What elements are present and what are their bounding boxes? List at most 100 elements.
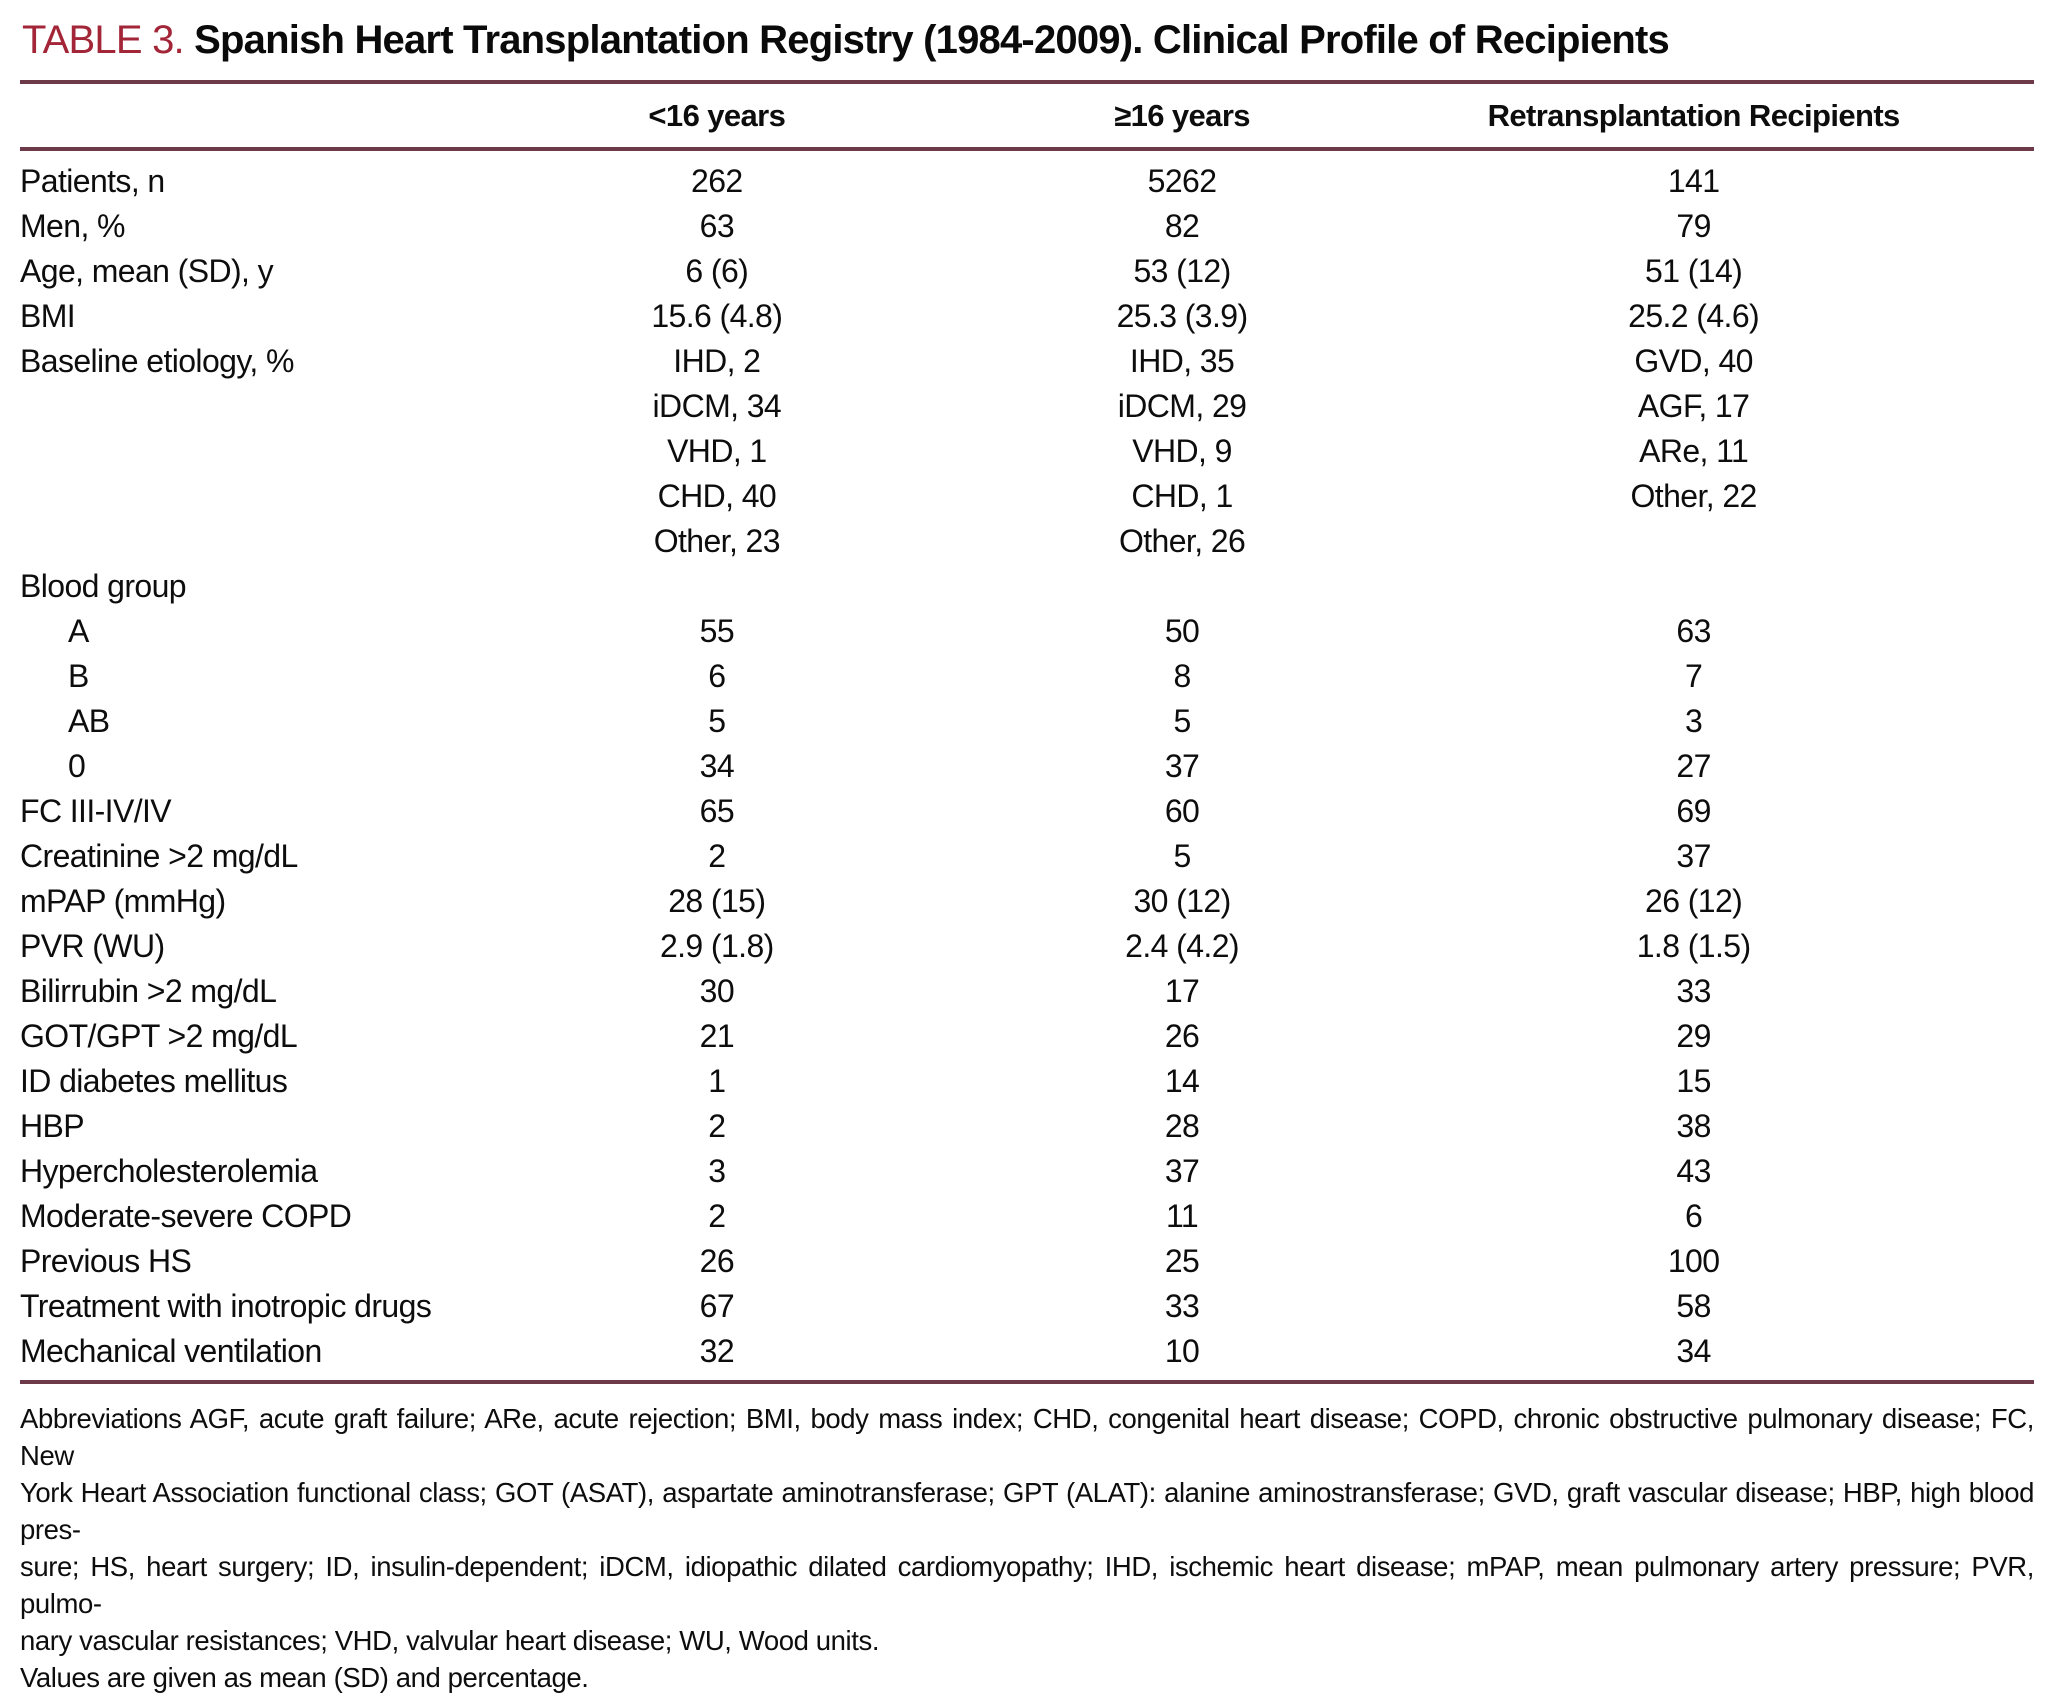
row-label: BMI — [20, 298, 76, 334]
table-row: Patients, n 262 5262 141 — [20, 149, 2034, 204]
cell-value: 14 — [1164, 1063, 1200, 1099]
table-row: Age, mean (SD), y 6 (6) 53 (12) 51 (14) — [20, 249, 2034, 294]
table-body: Patients, n 262 5262 141 Men, % 63 82 79 Age, me… — [20, 149, 2034, 1382]
cell-value — [1353, 519, 2034, 564]
row-label — [20, 474, 423, 519]
cell-value: 63 — [1676, 613, 1711, 649]
table-row: B 6 8 7 — [20, 654, 2034, 699]
cell-value: VHD, 1 — [667, 433, 767, 469]
paper-table-page: TABLE 3. Spanish Heart Transplantation R… — [20, 16, 2035, 1693]
cell-value: 25 — [1164, 1243, 1200, 1279]
table-title: TABLE 3. Spanish Heart Transplantation R… — [22, 16, 2034, 64]
cell-value: 28 — [1164, 1108, 1200, 1144]
cell-value: iDCM, 29 — [1117, 388, 1247, 424]
table-row: A 55 50 63 — [20, 609, 2034, 654]
row-label: AB — [68, 703, 110, 739]
cell-value: 2 — [708, 1108, 726, 1144]
footnote-line: nary vascular resistances; VHD, valvular… — [20, 1625, 880, 1656]
row-label: 0 — [68, 748, 86, 784]
cell-value: 141 — [1667, 163, 1720, 199]
cell-value: 21 — [699, 1018, 735, 1054]
footnote-line: Abbreviations AGF, acute graft failure; … — [20, 1403, 2034, 1471]
table-row: iDCM, 34 iDCM, 29 AGF, 17 — [20, 384, 2034, 429]
col-header-16-years-or-more: ≥16 years — [1114, 98, 1250, 133]
cell-value: 32 — [699, 1333, 735, 1369]
cell-value: 5262 — [1147, 163, 1217, 199]
table-row: Moderate-severe COPD 2 11 6 — [20, 1194, 2034, 1239]
cell-value: 26 — [1164, 1018, 1200, 1054]
cell-value: 55 — [699, 613, 735, 649]
row-label: FC III-IV/IV — [20, 793, 172, 829]
table-row: Treatment with inotropic drugs 67 33 58 — [20, 1284, 2034, 1329]
cell-value: 43 — [1676, 1153, 1711, 1189]
cell-value: 100 — [1667, 1243, 1720, 1279]
cell-value: 37 — [1676, 838, 1711, 874]
row-label: A — [68, 613, 89, 649]
row-label: HBP — [20, 1108, 85, 1144]
cell-value: VHD, 9 — [1132, 433, 1232, 469]
row-label: Men, % — [20, 208, 125, 244]
cell-value: 60 — [1164, 793, 1200, 829]
cell-value: 10 — [1164, 1333, 1200, 1369]
cell-value: ARe, 11 — [1639, 433, 1749, 469]
cell-value: 1 — [708, 1063, 726, 1099]
cell-value: iDCM, 34 — [652, 388, 782, 424]
cell-value: 34 — [699, 748, 735, 784]
cell-value: Other, 22 — [1630, 478, 1758, 514]
cell-value: 2 — [708, 1198, 726, 1234]
cell-value: 38 — [1676, 1108, 1711, 1144]
table-header: <16 years ≥16 years Retransplantation Re… — [20, 82, 2034, 149]
footnote-values-note: Values are given as mean (SD) and percen… — [20, 1662, 589, 1693]
table-row: GOT/GPT >2 mg/dL 21 26 29 — [20, 1014, 2034, 1059]
cell-value — [1353, 564, 2034, 609]
table-number-label: TABLE 3. — [22, 18, 185, 62]
table-row: AB 5 5 3 — [20, 699, 2034, 744]
table-row: Hypercholesterolemia 3 37 43 — [20, 1149, 2034, 1194]
cell-value: 2.4 (4.2) — [1125, 928, 1239, 964]
table-row: Previous HS 26 25 100 — [20, 1239, 2034, 1284]
row-label — [20, 384, 423, 429]
row-label: Creatinine >2 mg/dL — [20, 838, 298, 874]
cell-value: 82 — [1164, 208, 1200, 244]
table-row: Mechanical ventilation 32 10 34 — [20, 1329, 2034, 1382]
cell-value: 15.6 (4.8) — [651, 298, 783, 334]
cell-value: 30 (12) — [1133, 883, 1231, 919]
cell-value: IHD, 35 — [1129, 343, 1235, 379]
cell-value: 26 (12) — [1645, 883, 1743, 919]
table-row: Men, % 63 82 79 — [20, 204, 2034, 249]
table-row: 0 34 37 27 — [20, 744, 2034, 789]
row-label: Blood group — [20, 568, 187, 604]
row-label: Hypercholesterolemia — [20, 1153, 318, 1189]
cell-value: 25.2 (4.6) — [1628, 298, 1760, 334]
cell-value: IHD, 2 — [673, 343, 761, 379]
cell-value: 28 (15) — [668, 883, 766, 919]
row-label: Age, mean (SD), y — [20, 253, 274, 289]
cell-value: 6 (6) — [685, 253, 749, 289]
row-label: Baseline etiology, % — [20, 343, 294, 379]
cell-value: Other, 23 — [653, 523, 781, 559]
table-row: Bilirrubin >2 mg/dL 30 17 33 — [20, 969, 2034, 1014]
cell-value: 69 — [1676, 793, 1711, 829]
table-row: Baseline etiology, % IHD, 2 IHD, 35 GVD, 40 — [20, 339, 2034, 384]
cell-value: 29 — [1676, 1018, 1711, 1054]
cell-value: 5 — [1173, 838, 1191, 874]
cell-value: 33 — [1676, 973, 1711, 1009]
table-row: Creatinine >2 mg/dL 2 5 37 — [20, 834, 2034, 879]
cell-value: 26 — [699, 1243, 735, 1279]
cell-value: 33 — [1164, 1288, 1200, 1324]
row-label: Mechanical ventilation — [20, 1333, 322, 1369]
cell-value: 11 — [1166, 1198, 1199, 1234]
cell-value: Other, 26 — [1118, 523, 1246, 559]
cell-value — [1011, 564, 1353, 609]
cell-value: 37 — [1164, 748, 1200, 784]
row-label: PVR (WU) — [20, 928, 165, 964]
cell-value: 30 — [699, 973, 735, 1009]
table-row: Blood group — [20, 564, 2034, 609]
cell-value: 2.9 (1.8) — [659, 928, 774, 964]
footnote-line: sure; HS, heart surgery; ID, insulin-dep… — [20, 1551, 2034, 1619]
col-header-under-16-years: <16 years — [648, 98, 786, 133]
row-label — [20, 429, 423, 474]
cell-value: CHD, 40 — [657, 478, 777, 514]
cell-value: 6 — [708, 658, 726, 694]
cell-value — [423, 564, 1011, 609]
